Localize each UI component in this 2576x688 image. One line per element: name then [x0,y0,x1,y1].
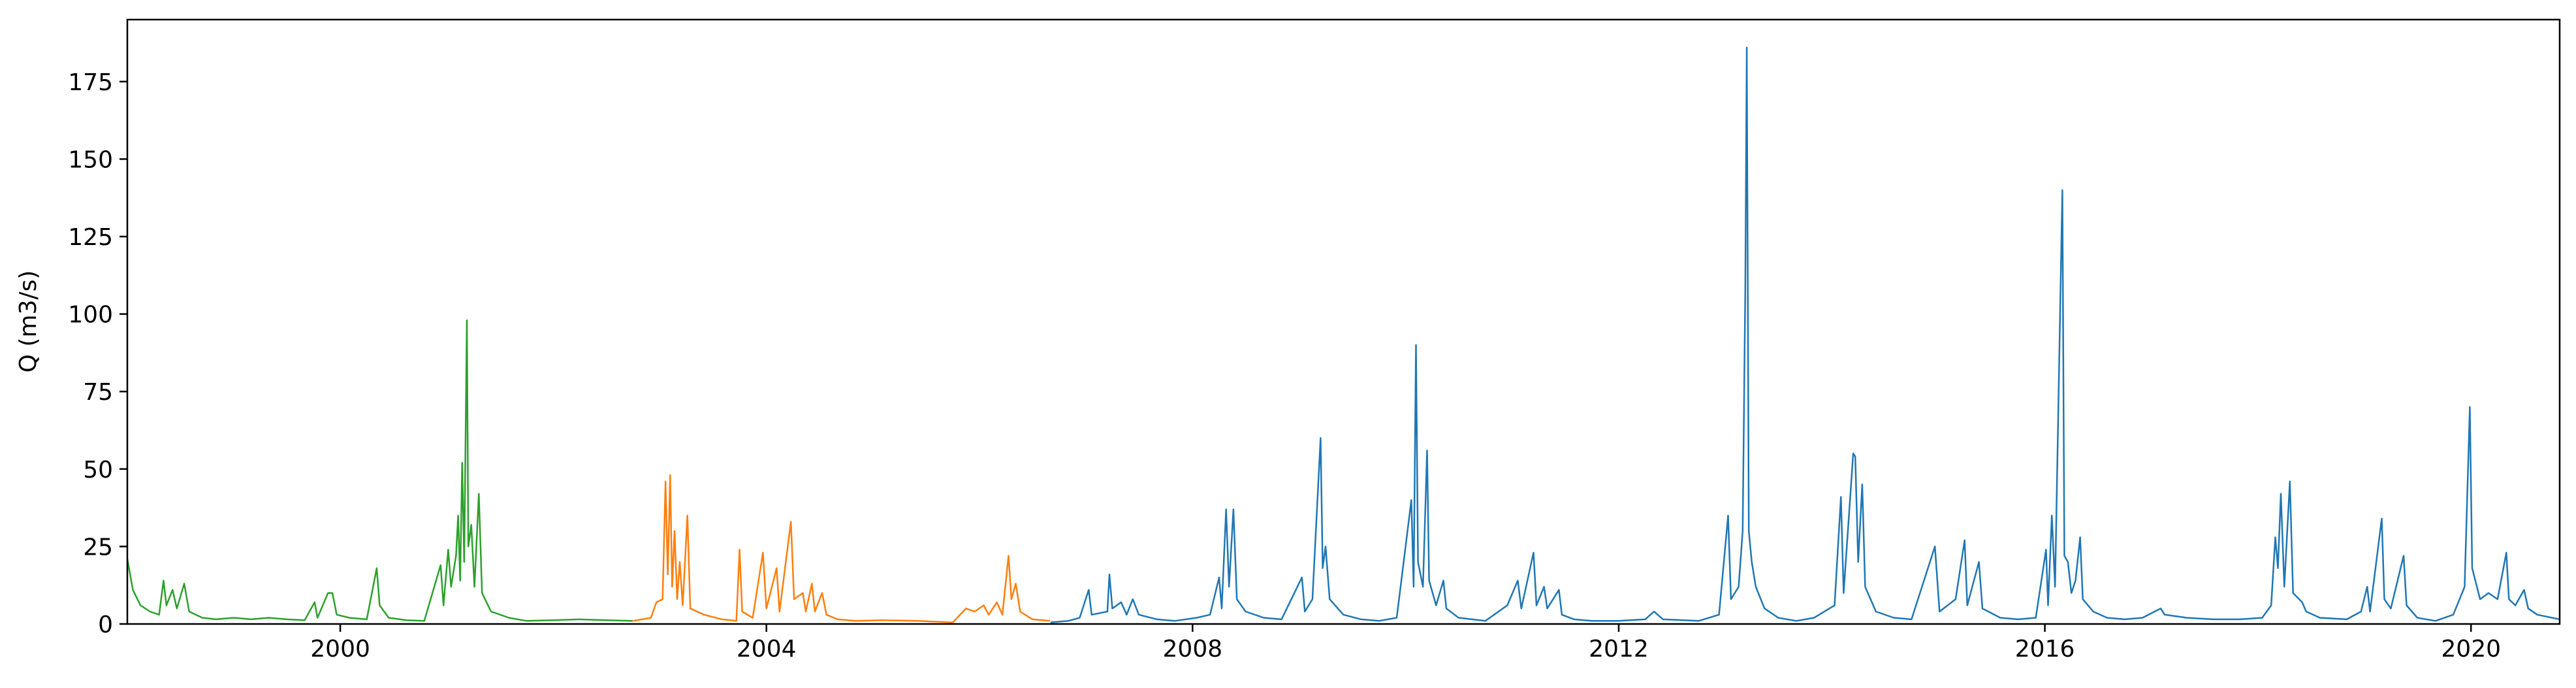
x-tick-label: 2012 [1589,636,1649,663]
x-tick-label: 2020 [2441,636,2501,663]
series-line-1 [633,474,1051,623]
y-tick-label: 25 [83,534,113,561]
y-tick-label: 100 [68,302,113,329]
y-axis: 0 25 50 75 100 125 150 175 [68,69,127,638]
x-tick-label: 2004 [737,636,797,663]
series-lines [126,46,2560,623]
y-tick-label: 150 [68,146,113,173]
y-tick-label: 125 [68,224,113,251]
plot-frame [126,18,2561,625]
series-line-2 [1050,46,2560,623]
x-tick-label: 2000 [310,636,370,663]
y-tick-label: 75 [83,379,113,406]
series-line-0 [126,319,633,622]
y-axis-label: Q (m3/s) [15,270,42,373]
y-tick-label: 50 [83,457,113,483]
x-axis: 2000 2004 2008 2012 2016 2020 [310,624,2501,663]
x-tick-label: 2016 [2015,636,2075,663]
y-tick-label: 175 [68,69,113,96]
y-tick-label: 0 [98,612,113,638]
x-tick-label: 2008 [1163,636,1223,663]
